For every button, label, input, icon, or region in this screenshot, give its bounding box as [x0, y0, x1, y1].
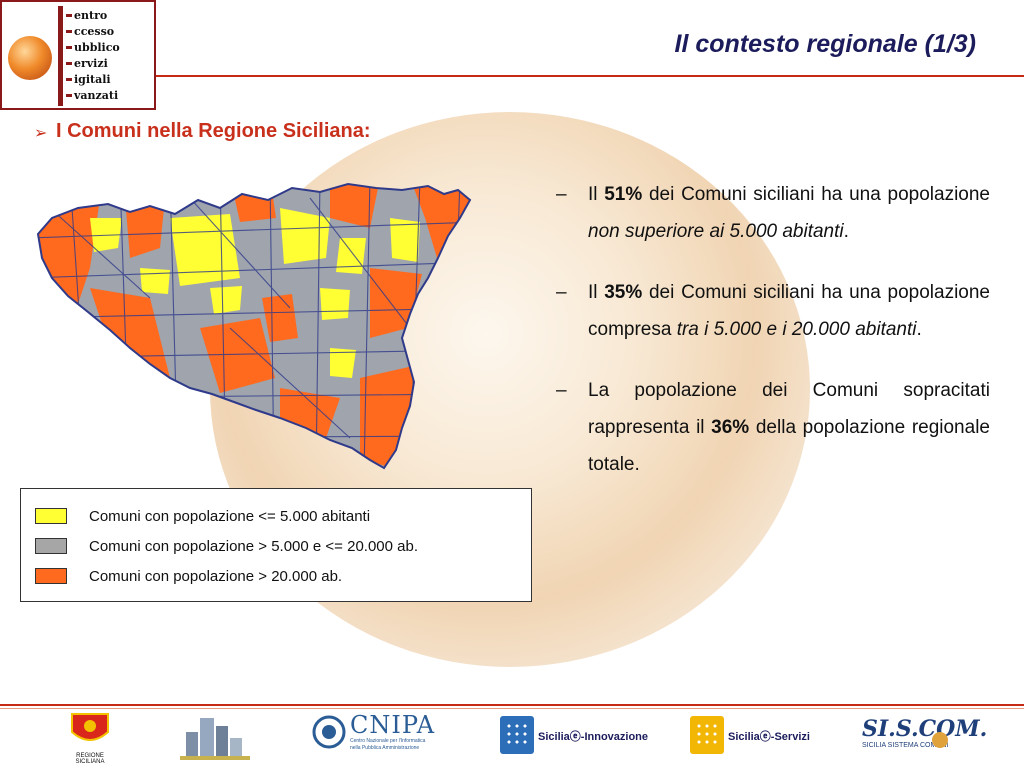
point-percentage: 36%: [711, 417, 750, 438]
innovazione-dots-icon: [500, 716, 534, 754]
sicilia-servizi-logo: Siciliaⓔ-Servizi: [690, 716, 810, 754]
arrow-bullet-icon: ➢: [34, 125, 48, 142]
point-text: dei Comuni siciliani ha una popolazione …: [588, 282, 990, 340]
region-label: REGIONE SICILIANA: [75, 753, 105, 765]
logo-word: ervizi: [66, 56, 156, 72]
point-text: .: [843, 221, 849, 242]
map-legend: Comuni con popolazione <= 5.000 abitanti…: [20, 488, 532, 602]
cnipa-emblem-icon: [312, 715, 346, 749]
cnipa-logo: CNIPA Centro Nazionale per l'Informatica…: [312, 712, 435, 752]
trinacria-small-icon: [932, 732, 948, 748]
point-emphasis: tra i 5.000 e i 20.000 abitanti: [676, 319, 917, 340]
dash-bullet: –: [556, 184, 567, 205]
statistics-list: – Il 51% dei Comuni siciliani ha una pop…: [556, 176, 990, 507]
sicily-outline: [36, 182, 472, 470]
point-percentage: 35%: [604, 282, 643, 303]
legend-swatch-small: [35, 508, 67, 524]
point-text: La popolazione dei Comuni sopracitati ra…: [588, 380, 990, 438]
point-emphasis: non superiore ai 5.000 abitanti: [588, 221, 844, 242]
legend-label: Comuni con popolazione > 20.000 ab.: [89, 567, 343, 585]
innovazione-name: Siciliaⓔ-Innovazione: [538, 731, 649, 743]
point-text: Il: [588, 184, 605, 205]
footer-divider: [0, 704, 1024, 706]
footer-divider-thin: [0, 708, 1024, 709]
legend-swatch-medium: [35, 538, 67, 554]
logo-bar: [58, 6, 63, 106]
statistic-point: – Il 35% dei Comuni siciliani ha una pop…: [556, 274, 990, 348]
logo-word: vanzati: [66, 88, 156, 104]
logo-wordmark: entro ccesso ubblico ervizi igitali vanz…: [66, 8, 156, 104]
point-text: Il: [588, 282, 605, 303]
cnipa-subtitle: Centro Nazionale per l'Informatica: [350, 738, 426, 744]
legend-item: Comuni con popolazione > 20.000 ab.: [35, 567, 342, 585]
legend-label: Comuni con popolazione > 5.000 e <= 20.0…: [89, 537, 419, 555]
globe-logo-icon: [8, 36, 52, 80]
slide-title: Il contesto regionale (1/3): [674, 30, 976, 58]
regione-siciliana-logo: REGIONE SICILIANA: [62, 712, 118, 765]
servizi-dots-icon: [690, 716, 724, 754]
header-divider: [156, 75, 1024, 77]
point-percentage: 51%: [604, 184, 643, 205]
siscom-name: SI.S.COM.: [862, 716, 988, 742]
point-text: dei Comuni siciliani ha una popolazione: [642, 184, 990, 205]
logo-word: igitali: [66, 72, 156, 88]
statistic-point: – La popolazione dei Comuni sopracitati …: [556, 372, 990, 483]
point-text: .: [916, 319, 922, 340]
servizi-name: Siciliaⓔ-Servizi: [728, 731, 810, 743]
cnipa-subtitle: nella Pubblica Amministrazione: [350, 745, 420, 751]
legend-label: Comuni con popolazione <= 5.000 abitanti: [89, 507, 371, 525]
legend-item: Comuni con popolazione <= 5.000 abitanti: [35, 507, 370, 525]
dash-bullet: –: [556, 380, 567, 401]
siscom-subtitle: SICILIA SISTEMA COMUNI: [862, 742, 949, 749]
dash-bullet: –: [556, 282, 567, 303]
statistic-point: – Il 51% dei Comuni siciliani ha una pop…: [556, 176, 990, 250]
buildings-icon: [180, 718, 250, 760]
trinacria-icon: [71, 713, 109, 741]
logo-word: entro: [66, 8, 156, 24]
sicily-municipalities-map: [36, 182, 472, 470]
sicilia-innovazione-logo: Siciliaⓔ-Innovazione: [500, 716, 648, 754]
section-subtitle: I Comuni nella Regione Siciliana:: [56, 120, 371, 142]
legend-swatch-large: [35, 568, 67, 584]
legend-item: Comuni con popolazione > 5.000 e <= 20.0…: [35, 537, 418, 555]
cnipa-name: CNIPA: [350, 711, 436, 739]
map-regions: [38, 184, 470, 468]
buildings-logo: [180, 712, 250, 765]
caspda-logo: entro ccesso ubblico ervizi igitali vanz…: [0, 0, 156, 110]
point-text: della popolazione regionale totale.: [588, 417, 990, 475]
siscom-logo: SI.S.COM. SICILIA SISTEMA COMUNI: [862, 716, 987, 749]
logo-word: ccesso: [66, 24, 156, 40]
logo-word: ubblico: [66, 40, 156, 56]
